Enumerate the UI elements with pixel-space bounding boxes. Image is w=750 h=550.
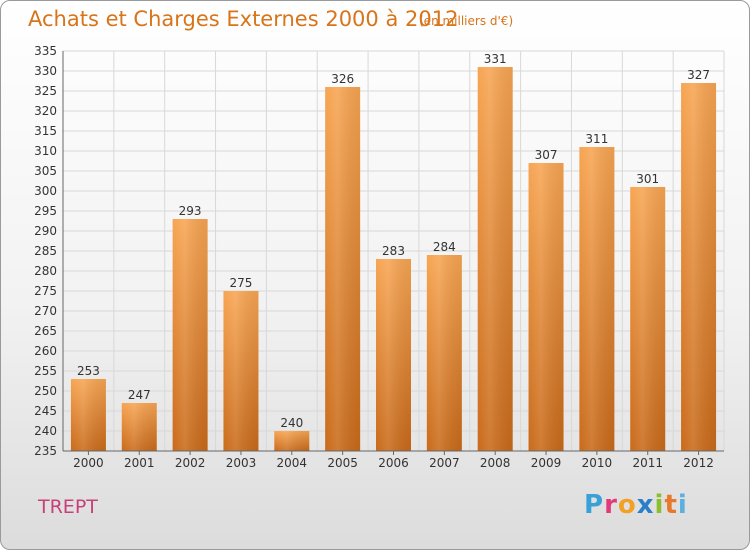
x-tick-label: 2008 [480,456,511,470]
y-tick-label: 260 [34,344,57,358]
axes: 235 240 245 250 255 260 265 270 275 280 285 290 295 3… [34,44,724,470]
y-tick-label: 275 [34,284,57,298]
logo-letter: i [654,490,665,520]
proxiti-logo[interactable]: Proxiti [584,490,688,520]
y-tick-label: 265 [34,324,57,338]
x-tick-label: 2002 [175,456,206,470]
y-tick-label: 245 [34,404,57,418]
value-label: 293 [179,204,202,218]
bar-highlight [223,291,259,451]
bar-highlight [325,87,361,451]
y-tick-label: 305 [34,164,57,178]
x-tick-label: 2012 [683,456,714,470]
logo-letter: t [664,490,678,520]
bar-highlight [477,67,513,451]
bar-highlight [376,259,411,451]
y-tick-label: 315 [34,124,57,138]
logo-letter: P [584,490,605,520]
value-label: 311 [585,132,608,146]
logo-letter: o [617,490,637,520]
x-tick-label: 2000 [73,456,104,470]
x-tick-label: 2009 [531,456,562,470]
x-tick-label: 2004 [277,456,308,470]
x-tick-label: 2010 [582,456,613,470]
y-tick-label: 310 [34,144,57,158]
bar-highlight [274,431,310,451]
bar-highlight [70,379,106,451]
x-tick-label: 2005 [327,456,358,470]
y-tick-label: 270 [34,304,57,318]
bar-highlight [172,219,208,451]
value-label: 327 [687,68,710,82]
y-tick-label: 285 [34,244,57,258]
value-label: 283 [382,244,405,258]
bar-highlight [528,163,564,451]
x-tick-label: 2001 [124,456,155,470]
bar-highlight [121,403,157,451]
commune-name: TREPT [38,496,98,518]
y-tick-label: 335 [34,44,57,58]
value-label: 326 [331,72,354,86]
chart-title: Achats et Charges Externes 2000 à 2012 [28,7,459,31]
y-tick-label: 250 [34,384,57,398]
x-tick-label: 2003 [226,456,257,470]
value-label: 240 [280,416,303,430]
bars: 253 247 293 275 240 326 283 284 331 307 311 301 327 [70,52,717,451]
y-tick-label: 325 [34,84,57,98]
y-tick-label: 320 [34,104,57,118]
y-tick-label: 290 [34,224,57,238]
y-tick-label: 280 [34,264,57,278]
x-tick-label: 2011 [632,456,663,470]
bar-highlight [426,255,462,451]
logo-letter: x [636,490,655,520]
value-label: 284 [433,240,456,254]
y-tick-label: 255 [34,364,57,378]
x-tick-label: 2006 [378,456,409,470]
bar-highlight [681,83,717,451]
value-label: 301 [636,172,659,186]
chart-subtitle: (en milliers d'€) [419,14,514,28]
logo-letter: i [677,490,688,520]
value-label: 331 [484,52,507,66]
bar-highlight [579,147,615,451]
value-label: 307 [535,148,558,162]
y-tick-label: 235 [34,444,57,458]
logo-letter: r [604,490,618,520]
value-label: 247 [128,388,151,402]
x-tick-label: 2007 [429,456,460,470]
value-label: 275 [230,276,253,290]
y-tick-label: 240 [34,424,57,438]
y-tick-label: 300 [34,184,57,198]
value-label: 253 [77,364,100,378]
y-tick-label: 330 [34,64,57,78]
bar-highlight [630,187,666,451]
y-tick-label: 295 [34,204,57,218]
